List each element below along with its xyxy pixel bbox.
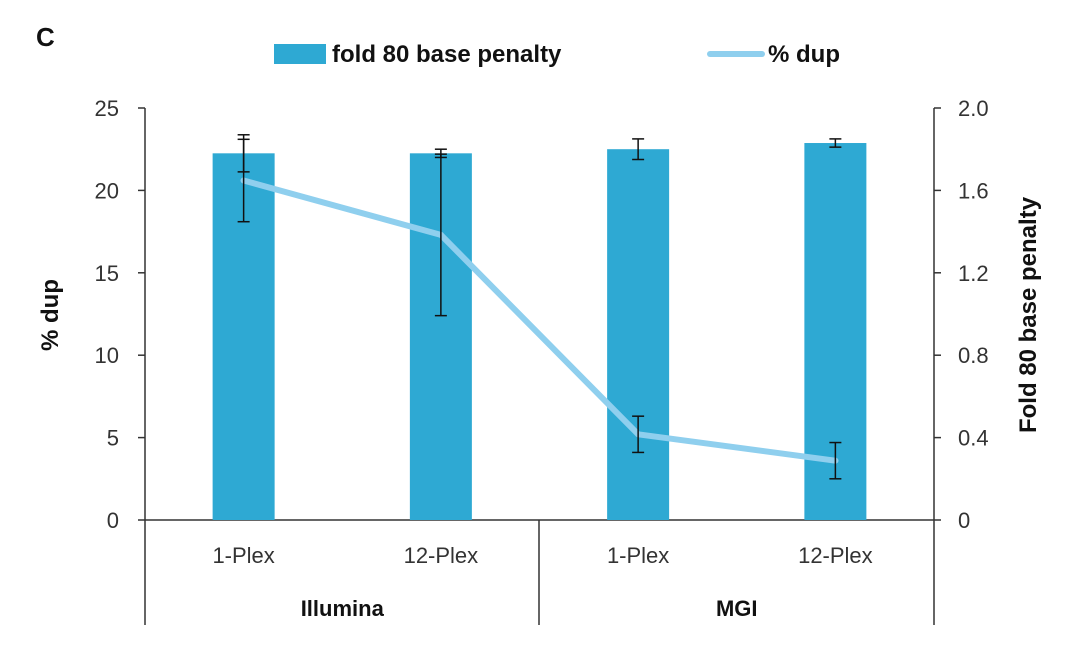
fold80-error-bar — [829, 138, 842, 148]
group-label: MGI — [716, 596, 758, 621]
legend-line-label: % dup — [768, 41, 840, 68]
y-left-ticks: 0 5 10 15 20 25 — [95, 96, 145, 533]
y-left-tick-label: 0 — [107, 508, 119, 533]
dup-error-bar — [632, 415, 645, 454]
y-left-tick-label: 10 — [95, 343, 119, 368]
legend: fold 80 base penalty % dup — [274, 41, 840, 68]
category-label: 12-Plex — [798, 543, 873, 568]
legend-bar-swatch — [274, 44, 326, 64]
dup-error-bar — [829, 441, 842, 480]
y-right-tick-label: 1.6 — [958, 178, 989, 203]
fold80-bar — [607, 149, 670, 520]
dup-error-bar — [237, 138, 250, 223]
legend-bar-label: fold 80 base penalty — [332, 41, 562, 68]
group-labels: Illumina MGI — [301, 596, 758, 621]
y-left-tick-label: 25 — [95, 96, 119, 121]
y-right-ticks: 0 0.4 0.8 1.2 1.6 2.0 — [934, 96, 989, 533]
line-error-bars — [237, 138, 842, 480]
category-label: 1-Plex — [607, 543, 669, 568]
y-right-title: Fold 80 base penalty — [1015, 196, 1042, 433]
y-right-tick-label: 1.2 — [958, 261, 989, 286]
y-left-tick-label: 20 — [95, 178, 119, 203]
panel-label: C — [36, 22, 55, 52]
axes — [144, 108, 935, 625]
y-right-tick-label: 0 — [958, 508, 970, 533]
fold80-error-bar — [632, 138, 645, 161]
bar-error-bars — [237, 134, 842, 173]
y-right-tick-label: 0.4 — [958, 426, 989, 451]
dup-line — [240, 177, 839, 464]
y-right-tick-label: 0.8 — [958, 343, 989, 368]
category-labels: 1-Plex 12-Plex 1-Plex 12-Plex — [212, 543, 872, 568]
y-left-tick-label: 5 — [107, 426, 119, 451]
y-left-title: % dup — [37, 279, 64, 351]
category-label: 12-Plex — [404, 543, 479, 568]
y-left-tick-label: 15 — [95, 261, 119, 286]
category-label: 1-Plex — [212, 543, 274, 568]
y-right-tick-label: 2.0 — [958, 96, 989, 121]
group-label: Illumina — [301, 596, 385, 621]
dup-line-series — [240, 177, 839, 464]
dup-error-bar — [434, 153, 447, 317]
